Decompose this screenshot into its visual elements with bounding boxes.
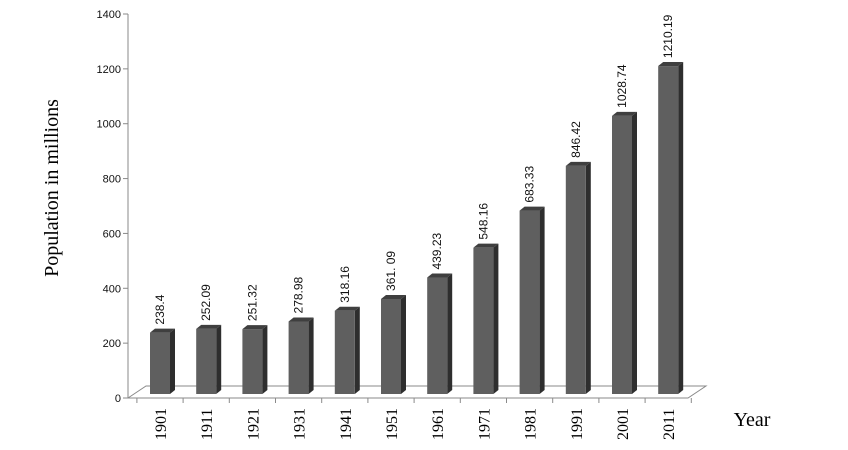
bar-side	[308, 317, 314, 394]
bar	[288, 317, 314, 394]
bar-top	[427, 273, 453, 278]
x-tick-label: 2001	[615, 408, 632, 440]
y-tick-label: 800	[103, 174, 121, 186]
bar-side	[401, 294, 406, 394]
bar-side	[585, 161, 591, 394]
bar-side	[493, 243, 499, 394]
x-tick-label: 1941	[338, 408, 355, 440]
labels-layer: 238.4 1901 252.09 1911 251.32 1921 278.98 1931 3…	[153, 14, 678, 440]
bar-front	[334, 310, 355, 394]
y-axis-title: Population in millions	[41, 99, 63, 277]
y-tick-label: 600	[103, 228, 121, 240]
bar-front	[288, 321, 309, 394]
data-label: 1210.19	[661, 14, 675, 58]
data-label: 1028.74	[615, 64, 629, 108]
x-tick-label: 1931	[292, 408, 309, 440]
data-label: 252.09	[199, 284, 213, 321]
bar	[196, 324, 222, 394]
x-tick-label: 1921	[245, 408, 262, 440]
data-label: 318.16	[338, 266, 352, 303]
bar-front	[658, 66, 679, 395]
x-axis-floor	[126, 385, 708, 399]
bar-top	[565, 161, 591, 166]
bar-top	[658, 62, 684, 67]
data-label: 361. 09	[384, 251, 398, 291]
bar-front	[519, 210, 540, 394]
x-tick-label: 1981	[523, 408, 540, 440]
bar-front	[612, 115, 632, 395]
data-label: 683.33	[523, 166, 537, 203]
bar-side	[678, 62, 684, 395]
bar	[242, 325, 268, 394]
bar-side	[354, 306, 360, 394]
bar-side	[262, 325, 268, 394]
x-axis-title: Year	[734, 409, 771, 431]
x-tick-label: 2011	[661, 409, 678, 440]
bars-layer	[150, 62, 684, 395]
y-tick-label: 400	[103, 283, 121, 295]
bar	[612, 111, 637, 395]
data-label: 278.98	[292, 276, 306, 313]
y-tick-label: 1200	[97, 64, 121, 76]
bar-top	[334, 306, 360, 311]
x-tick-label: 1961	[430, 408, 447, 440]
bar	[565, 161, 591, 394]
bar-top	[196, 324, 222, 329]
bar-side	[170, 328, 175, 394]
bar-top	[612, 111, 637, 116]
x-tick-label: 1911	[199, 409, 216, 440]
bar-side	[632, 111, 637, 395]
bar-top	[519, 206, 545, 211]
bar-top	[150, 328, 175, 333]
data-label: 439.23	[430, 232, 444, 269]
data-label: 548.16	[476, 203, 490, 240]
bar-front	[196, 328, 217, 394]
bar-front	[381, 298, 401, 394]
bar-top	[242, 325, 268, 330]
bar-front	[427, 277, 448, 394]
axes-layer: 0 200 400 600 800 1000 1200 1400	[97, 9, 708, 405]
bar	[658, 62, 684, 395]
bar	[381, 294, 406, 394]
bar-top	[288, 317, 314, 322]
bar-front	[473, 247, 494, 394]
y-tick-label: 1400	[97, 9, 121, 21]
bar	[150, 328, 175, 394]
x-tick-label: 1901	[153, 408, 170, 440]
x-tick-label: 1971	[476, 408, 493, 440]
data-label: 238.4	[153, 294, 167, 324]
data-label: 251.32	[245, 284, 259, 321]
bar-top	[473, 243, 499, 248]
bar-side	[216, 324, 222, 394]
bar	[519, 206, 545, 394]
y-tick-label: 200	[103, 338, 121, 350]
data-label: 846.42	[569, 121, 583, 158]
x-tick-label: 1991	[569, 408, 586, 440]
y-tick-label: 0	[115, 393, 121, 405]
bar	[334, 306, 360, 394]
y-tick-label: 1000	[97, 119, 121, 131]
bar	[473, 243, 499, 394]
bar-side	[447, 273, 453, 394]
bar-front	[242, 329, 263, 394]
bar-front	[565, 165, 586, 394]
bar-top	[381, 294, 406, 299]
bar-side	[539, 206, 545, 394]
bar	[427, 273, 453, 394]
bar-front	[150, 332, 170, 394]
x-tick-label: 1951	[384, 408, 401, 440]
